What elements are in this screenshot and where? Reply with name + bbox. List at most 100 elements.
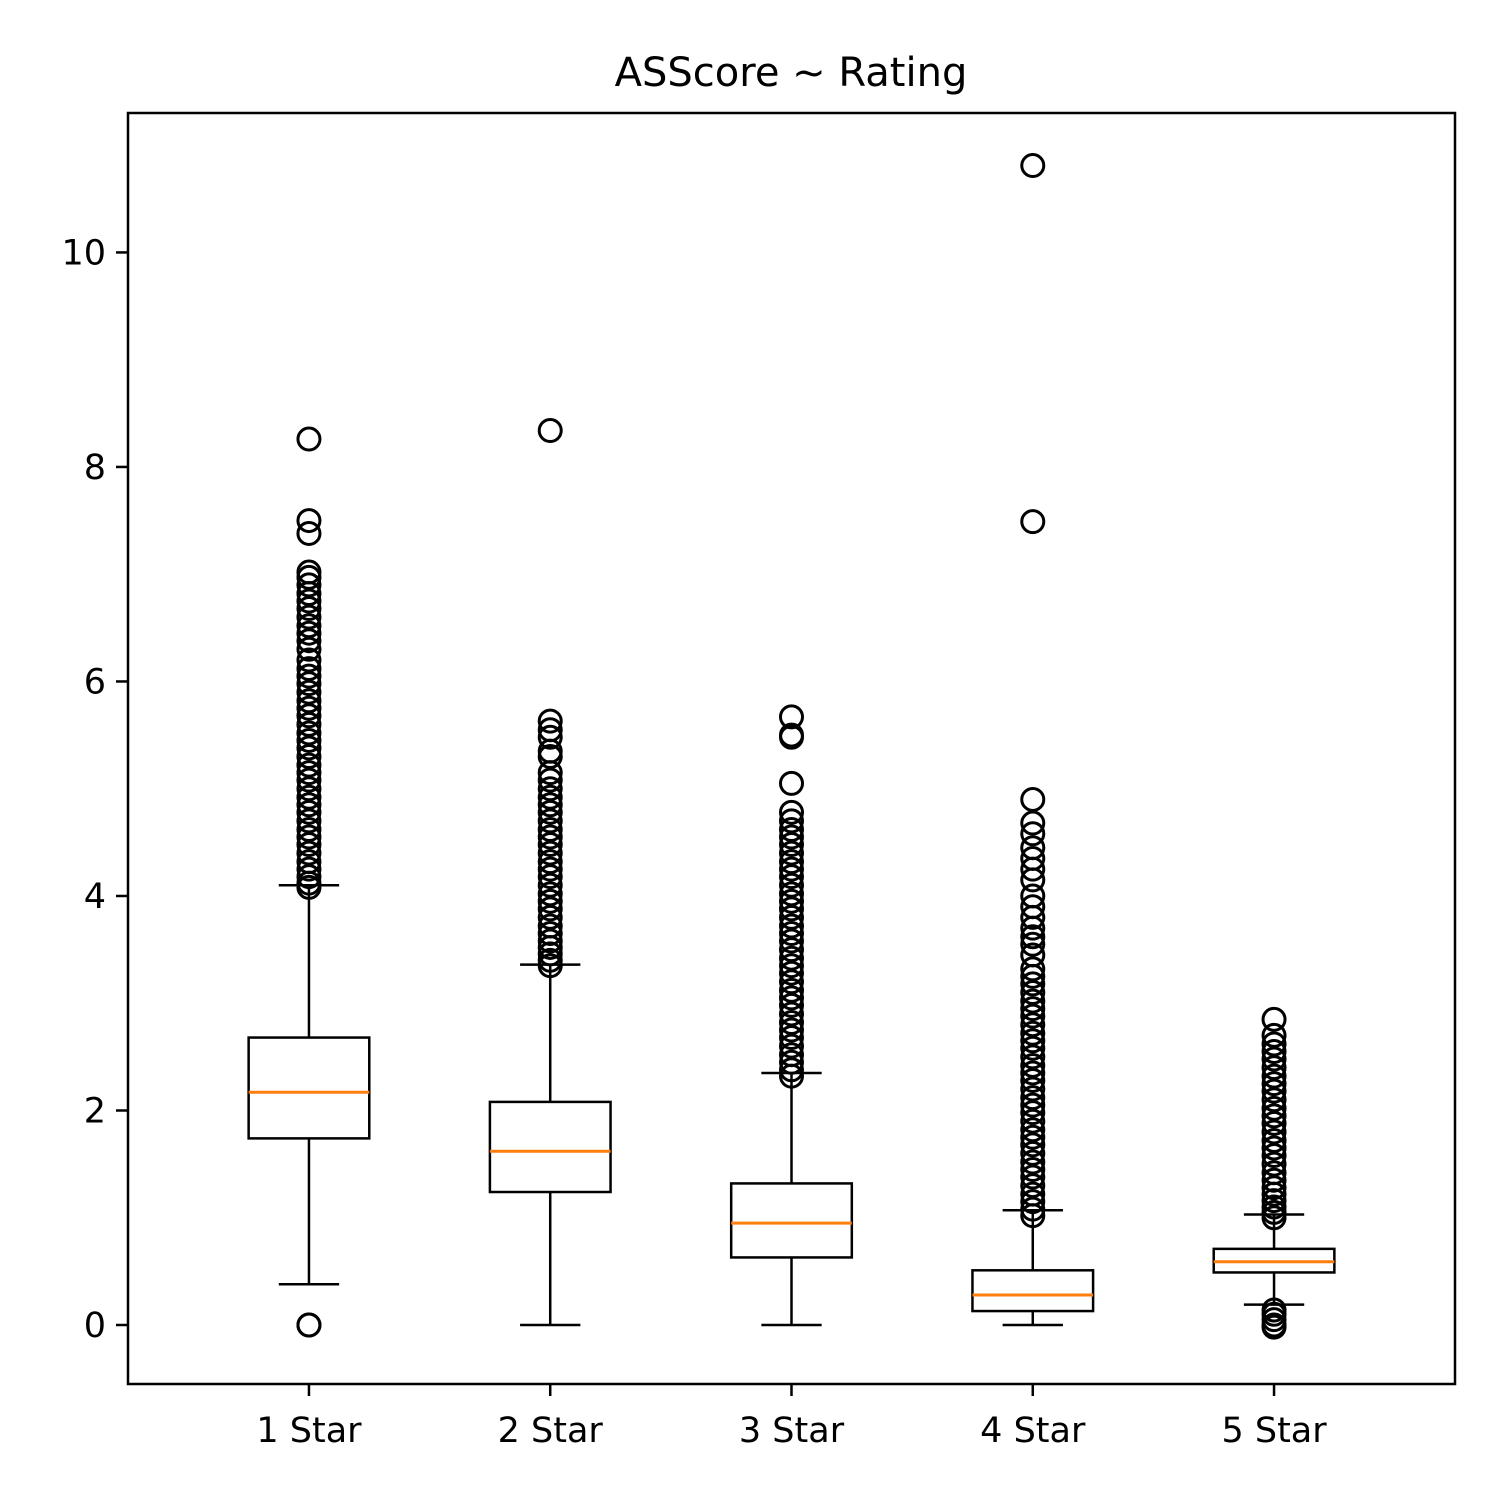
outlier-point [1020,1140,1046,1166]
outlier-point [296,663,322,689]
outlier-point [1020,1085,1046,1111]
outlier-point [1020,1164,1046,1190]
outlier-point [296,520,322,546]
outlier-point [296,816,322,842]
outlier-point [296,831,322,857]
outlier-point [1261,1087,1287,1113]
outlier-point [1261,1078,1287,1104]
outlier-point [779,945,804,971]
outlier-point [1261,1063,1287,1089]
outlier-point [1020,821,1046,847]
outlier-point [779,1042,804,1068]
outlier-point [779,896,804,922]
outlier-point [1261,1175,1287,1201]
outlier-point [1261,1188,1287,1214]
outlier-point [296,572,322,598]
outlier-point [1020,1035,1046,1061]
outlier-point [779,913,804,939]
outlier-point [1261,1110,1287,1136]
outlier-point [296,508,322,534]
outlier-point [1020,980,1046,1006]
outlier-point [537,881,563,907]
outlier-point [296,840,322,866]
outlier-point [1261,1039,1287,1065]
outlier-point [1261,1022,1287,1048]
outlier-point [537,864,563,890]
outlier-point [1261,1046,1287,1072]
outlier-point [779,985,804,1011]
outlier-point [296,671,322,697]
outlier-point [1020,1003,1046,1029]
outlier-point [779,1001,804,1027]
outlier-point [296,849,322,875]
outlier-point [1020,956,1046,982]
outlier-point [779,1057,804,1083]
y-tick-label: 2 [84,1091,106,1131]
outlier-point [1261,1160,1287,1186]
outlier-point [1020,1092,1046,1118]
outlier-point [1020,1132,1046,1158]
outlier-point [296,559,322,585]
outlier-point [1261,1143,1287,1169]
box-group [247,426,371,1338]
outlier-point [1020,1052,1046,1078]
outlier-point [537,872,563,898]
outlier-point [1261,1071,1287,1097]
outlier-point [1261,1297,1287,1323]
outlier-point [537,947,563,973]
outlier-point [779,856,804,882]
outlier-point [1020,1067,1046,1093]
outlier-point [537,708,563,734]
outlier-point [779,770,804,796]
outlier-point [537,784,563,810]
outlier-point [1261,1119,1287,1145]
x-tick-label: 4 Star [980,1411,1086,1451]
outlier-point [296,808,322,834]
outlier-point [537,799,563,825]
outlier-point [779,840,804,866]
outlier-point [1020,1117,1046,1143]
outlier-point [1020,894,1046,920]
outlier-point [779,1033,804,1059]
outlier-point [779,824,804,850]
box-group [971,153,1095,1327]
y-tick-label: 0 [84,1306,106,1346]
y-tick-label: 6 [84,662,106,702]
outlier-point [1261,1151,1287,1177]
outlier-point [296,656,322,682]
iqr-box [971,1269,1095,1313]
y-tick-label: 4 [84,877,106,917]
outlier-point [779,969,804,995]
outlier-point [1020,931,1046,957]
outlier-point [296,426,322,452]
outlier-point [1020,1124,1046,1150]
outlier-point [1020,1173,1046,1199]
outlier-point [779,872,804,898]
outlier-point [1261,1194,1287,1220]
outlier-point [537,840,563,866]
outlier-point [1020,988,1046,1014]
outlier-point [296,613,322,639]
outlier-point [537,724,563,750]
box-group [1212,1006,1336,1340]
outlier-point [779,881,804,907]
iqr-box [729,1182,854,1259]
outlier-point [779,977,804,1003]
outlier-point [296,735,322,761]
box-group [488,417,612,1327]
outlier-point [296,620,322,646]
outlier-point [779,1017,804,1043]
outlier-point [1261,1167,1287,1193]
outlier-point [1261,1103,1287,1129]
outlier-point [1020,1156,1046,1182]
outlier-point [779,953,804,979]
outlier-point [296,744,322,770]
outlier-point [779,921,804,947]
outlier-point [779,992,804,1018]
outlier-point [537,928,563,954]
outlier-point [1020,1028,1046,1054]
outlier-point [1020,810,1046,836]
outlier-point [296,776,322,802]
x-tick-label: 1 Star [256,1411,362,1451]
outlier-point [537,824,563,850]
